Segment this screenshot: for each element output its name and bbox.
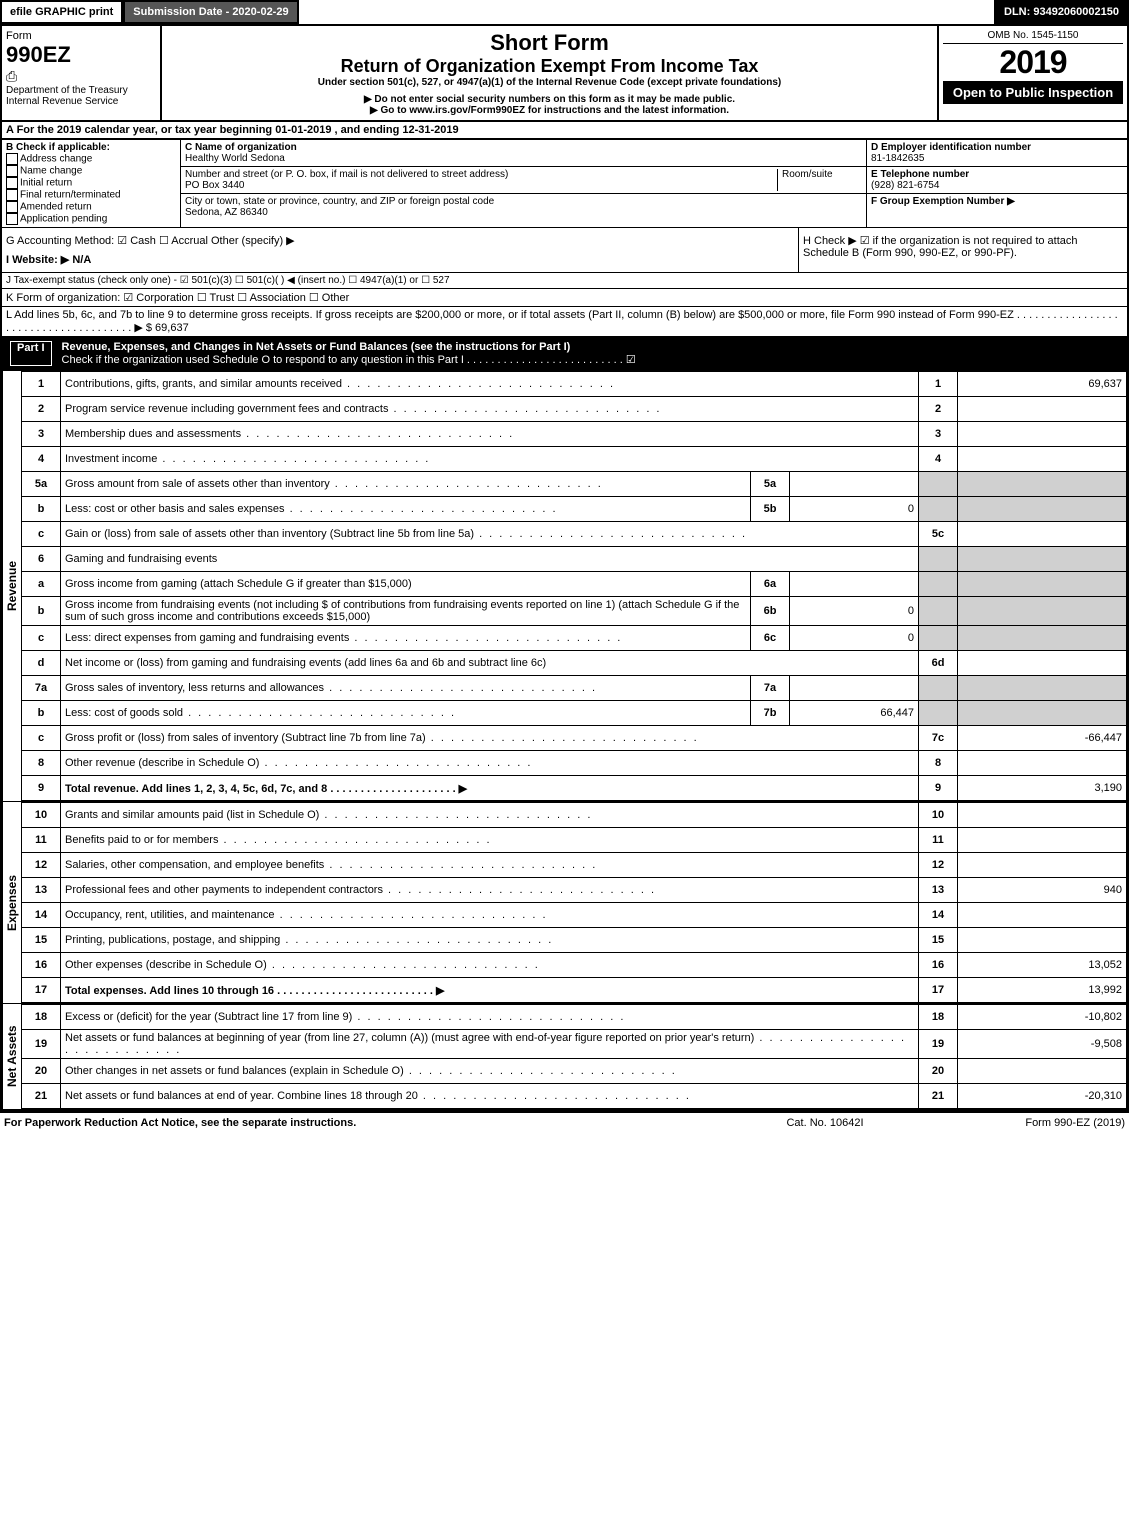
line-6b-value: 0 (790, 597, 919, 626)
period-line: A For the 2019 calendar year, or tax yea… (0, 122, 1129, 140)
warn-ssn: ▶ Do not enter social security numbers o… (166, 94, 933, 105)
form-label: Form (6, 30, 156, 42)
amended-return-check[interactable]: Amended return (20, 202, 92, 213)
form-header: Form 990EZ ⎙ Department of the Treasury … (0, 24, 1129, 122)
line-19-value: -9,508 (958, 1030, 1127, 1059)
form-number: 990EZ (6, 42, 156, 68)
line-13-value: 940 (958, 878, 1127, 903)
schedule-b-check: H Check ▶ ☑ if the organization is not r… (798, 228, 1127, 272)
line-21-value: -20,310 (958, 1084, 1127, 1109)
goto-link[interactable]: ▶ Go to www.irs.gov/Form990EZ for instru… (166, 105, 933, 116)
section-d-label: D Employer identification number (871, 142, 1031, 153)
short-form-title: Short Form (166, 30, 933, 56)
paperwork-notice: For Paperwork Reduction Act Notice, see … (4, 1117, 725, 1129)
section-c-label: C Name of organization (185, 142, 297, 153)
part-1-header: Part I Revenue, Expenses, and Changes in… (0, 337, 1129, 371)
revenue-table: 1Contributions, gifts, grants, and simil… (21, 371, 1127, 801)
line-16-value: 13,052 (958, 953, 1127, 978)
initial-return-check[interactable]: Initial return (20, 178, 72, 189)
return-subtitle: Return of Organization Exempt From Incom… (166, 56, 933, 77)
city-state-zip: Sedona, AZ 86340 (185, 207, 268, 218)
tax-year: 2019 (943, 44, 1123, 81)
name-change-check[interactable]: Name change (20, 166, 82, 177)
netassets-side-label: Net Assets (2, 1004, 21, 1109)
section-f-label: F Group Exemption Number ▶ (871, 196, 1015, 207)
street-address: PO Box 3440 (185, 180, 244, 191)
final-return-check[interactable]: Final return/terminated (20, 190, 121, 201)
form-of-org: K Form of organization: ☑ Corporation ☐ … (0, 289, 1129, 307)
info-block: B Check if applicable: Address change Na… (0, 140, 1129, 228)
line-5b-value: 0 (790, 497, 919, 522)
section-b-label: B Check if applicable: (6, 142, 176, 153)
form-footer-label: Form 990-EZ (2019) (925, 1117, 1125, 1129)
expenses-table: 10Grants and similar amounts paid (list … (21, 802, 1127, 1003)
line-7b-value: 66,447 (790, 701, 919, 726)
omb-number: OMB No. 1545-1150 (943, 30, 1123, 44)
phone-value: (928) 821-6754 (871, 180, 939, 191)
netassets-table: 18Excess or (deficit) for the year (Subt… (21, 1004, 1127, 1109)
website: I Website: ▶ N/A (6, 253, 794, 266)
room-suite-label: Room/suite (777, 169, 862, 191)
under-section: Under section 501(c), 527, or 4947(a)(1)… (166, 77, 933, 88)
cat-number: Cat. No. 10642I (725, 1117, 925, 1129)
addr-change-check[interactable]: Address change (20, 154, 92, 165)
submission-date: Submission Date - 2020-02-29 (123, 0, 298, 24)
part-1-title: Revenue, Expenses, and Changes in Net As… (62, 341, 571, 353)
tax-exempt-status: J Tax-exempt status (check only one) - ☑… (0, 273, 1129, 289)
addr-label: Number and street (or P. O. box, if mail… (185, 169, 508, 180)
line-9-value: 3,190 (958, 776, 1127, 801)
dept-label: Department of the Treasury (6, 85, 156, 96)
expenses-side-label: Expenses (2, 802, 21, 1003)
page-footer: For Paperwork Reduction Act Notice, see … (0, 1111, 1129, 1133)
accounting-method: G Accounting Method: ☑ Cash ☐ Accrual Ot… (6, 234, 794, 247)
line-6c-value: 0 (790, 626, 919, 651)
part-1-label: Part I (10, 341, 52, 366)
top-bar: efile GRAPHIC print Submission Date - 20… (0, 0, 1129, 24)
irs-label: Internal Revenue Service (6, 96, 156, 107)
section-e-label: E Telephone number (871, 169, 969, 180)
part-1-check-note: Check if the organization used Schedule … (62, 354, 636, 366)
efile-print-button[interactable]: efile GRAPHIC print (0, 0, 123, 24)
org-name: Healthy World Sedona (185, 153, 285, 164)
line-18-value: -10,802 (958, 1005, 1127, 1030)
line-l: L Add lines 5b, 6c, and 7b to line 9 to … (0, 307, 1129, 337)
city-label: City or town, state or province, country… (185, 196, 494, 207)
line-1-value: 69,637 (958, 372, 1127, 397)
app-pending-check[interactable]: Application pending (20, 214, 107, 225)
ein-value: 81-1842635 (871, 153, 924, 164)
open-public-badge: Open to Public Inspection (943, 81, 1123, 104)
line-7c-value: -66,447 (958, 726, 1127, 751)
dln-label: DLN: 93492060002150 (994, 0, 1129, 24)
revenue-side-label: Revenue (2, 371, 21, 801)
line-17-value: 13,992 (958, 978, 1127, 1003)
